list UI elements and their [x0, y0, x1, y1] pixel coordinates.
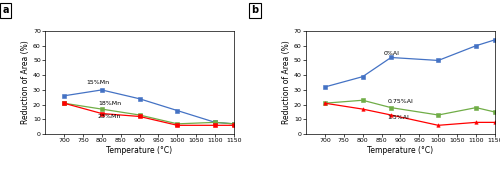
Text: 23%Mn: 23%Mn — [98, 114, 122, 119]
Y-axis label: Reduction of Area (%): Reduction of Area (%) — [282, 41, 291, 124]
Text: 1.5%Al: 1.5%Al — [387, 115, 409, 120]
Y-axis label: Reduction of Area (%): Reduction of Area (%) — [21, 41, 30, 124]
Text: 18%Mn: 18%Mn — [98, 101, 121, 106]
Text: 0.75%Al: 0.75%Al — [387, 99, 413, 104]
X-axis label: Temperature (°C): Temperature (°C) — [106, 146, 172, 155]
Text: a: a — [2, 5, 9, 15]
X-axis label: Temperature (°C): Temperature (°C) — [368, 146, 434, 155]
Text: b: b — [251, 5, 258, 15]
Text: 15%Mn: 15%Mn — [86, 80, 110, 85]
Text: 0%Al: 0%Al — [384, 51, 400, 56]
